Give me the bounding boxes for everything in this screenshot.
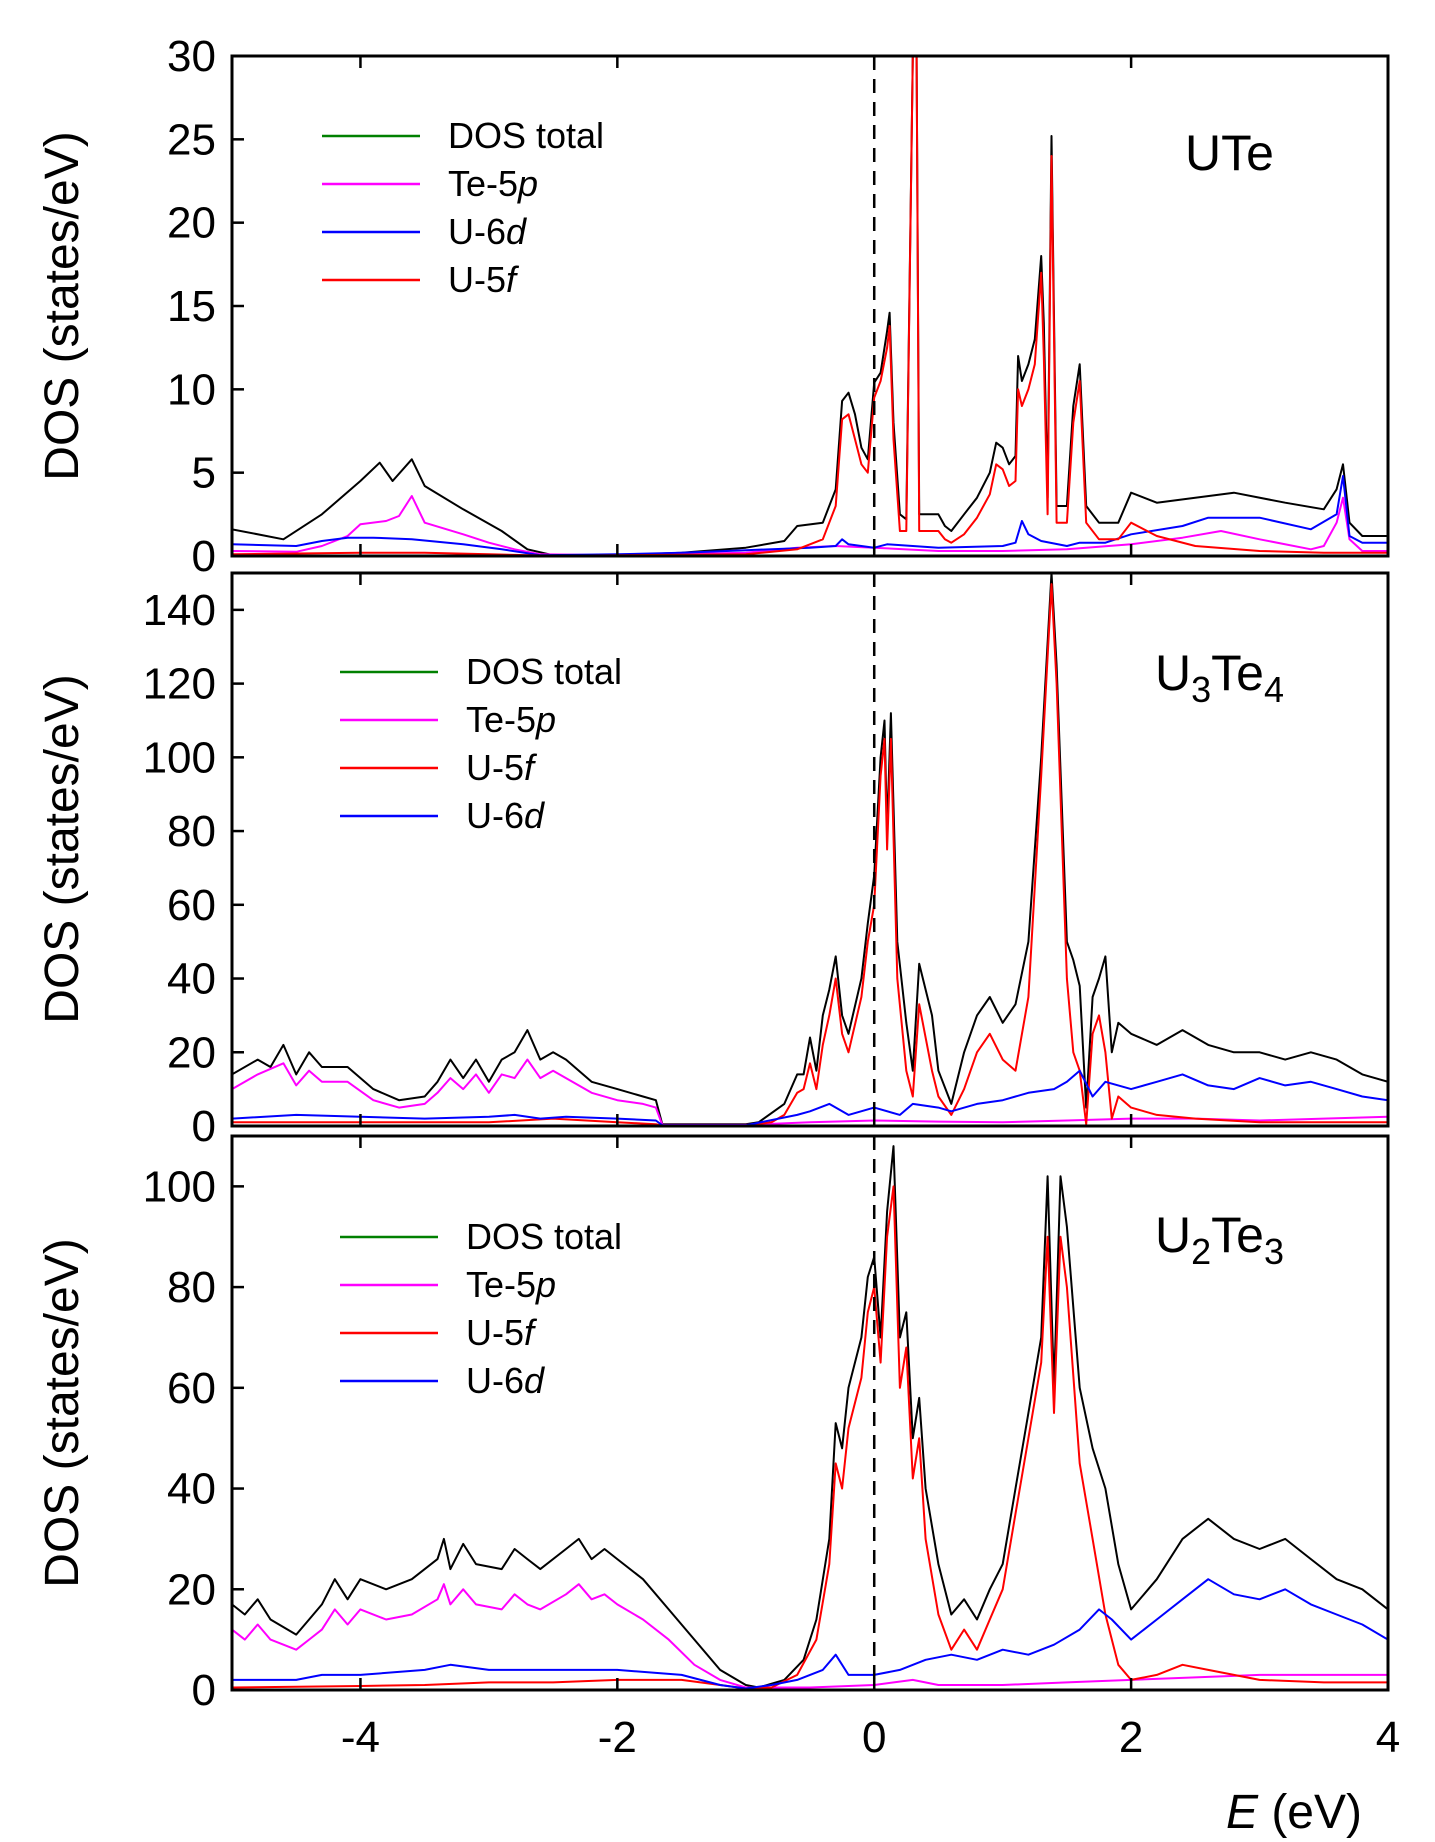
panel-title: U3Te4 — [1155, 645, 1284, 710]
panel-ute: 0 5 10 15 20 25 30 DOS (states/eV) UTe DOS total T… — [36, 32, 1390, 581]
y-axis-label: DOS (states/eV) — [36, 1238, 89, 1587]
legend: DOS total Te-5p U-6d U-5f — [322, 115, 604, 300]
series-u-6d — [232, 1069, 1388, 1126]
y-tick-label: 80 — [167, 807, 216, 856]
legend-label: U-5f — [466, 1312, 538, 1353]
panel-u2te3: 0 20 40 60 80 100 DOS (states/eV) U2Te3 DOS tota… — [36, 1134, 1390, 1715]
series-u-6d — [232, 1578, 1388, 1690]
series-dos-total — [232, 573, 1388, 1126]
panel-title: UTe — [1185, 125, 1274, 181]
plot-area — [232, 573, 1388, 1126]
y-tick-label: 10 — [167, 365, 216, 414]
legend-label: DOS total — [448, 115, 604, 156]
y-tick-label: 0 — [192, 532, 216, 581]
series-dos-total — [232, 1145, 1388, 1689]
y-tick-label: 0 — [192, 1666, 216, 1715]
x-tick-label: -4 — [341, 1713, 380, 1762]
y-tick-label: 120 — [143, 660, 216, 709]
y-tick-label: 40 — [167, 1465, 216, 1514]
y-tick-label: 40 — [167, 955, 216, 1004]
y-tick-label: 20 — [167, 1028, 216, 1077]
series-u-5f — [232, 583, 1388, 1126]
legend-label: DOS total — [466, 651, 622, 692]
x-tick-label: 2 — [1119, 1713, 1143, 1762]
y-tick-label: 20 — [167, 1565, 216, 1614]
panel-u3te4: 0 20 40 60 80 100 120 140 DOS (states/eV) U3Te4 DO… — [36, 571, 1390, 1151]
x-tick-label: -2 — [598, 1713, 637, 1762]
y-tick-label: 140 — [143, 586, 216, 635]
legend-label: U-5f — [448, 259, 520, 300]
y-tick-label: 0 — [192, 1102, 216, 1151]
y-tick-label: 60 — [167, 1364, 216, 1413]
y-tick-label: 15 — [167, 282, 216, 331]
legend-label: U-6d — [448, 211, 527, 252]
y-tick-label: 5 — [192, 449, 216, 498]
x-axis: E (eV) -4 -2 0 2 4 — [341, 1713, 1400, 1839]
y-tick-label: 25 — [167, 115, 216, 164]
legend-label: Te-5p — [448, 163, 538, 204]
legend: DOS total Te-5p U-5f U-6d — [340, 1216, 622, 1401]
y-tick-label: 20 — [167, 199, 216, 248]
panels: 0 5 10 15 20 25 30 DOS (states/eV) UTe DOS total T… — [36, 32, 1390, 1715]
x-axis-label: E (eV) — [1226, 1786, 1362, 1839]
series-u-6d — [232, 475, 1388, 556]
y-tick-label: 60 — [167, 881, 216, 930]
legend-label: U-6d — [466, 795, 545, 836]
series-te-5p — [232, 1058, 1388, 1126]
x-tick-label: 4 — [1376, 1713, 1400, 1762]
legend-label: Te-5p — [466, 699, 556, 740]
legend-label: U-5f — [466, 747, 538, 788]
series-u-5f — [232, 56, 1388, 556]
plot-frame — [230, 1134, 1390, 1692]
y-tick-label: 30 — [167, 32, 216, 81]
legend-label: Te-5p — [466, 1264, 556, 1305]
plot-frame — [230, 571, 1390, 1128]
plot-area — [232, 56, 1388, 556]
legend-label: U-6d — [466, 1360, 545, 1401]
y-axis-label: DOS (states/eV) — [36, 674, 89, 1023]
y-tick-label: 80 — [167, 1263, 216, 1312]
y-tick-label: 100 — [143, 733, 216, 782]
series-te-5p — [232, 495, 1388, 556]
legend-label: DOS total — [466, 1216, 622, 1257]
series-te-5p — [232, 1583, 1388, 1689]
legend: DOS total Te-5p U-5f U-6d — [340, 651, 622, 836]
y-axis-label: DOS (states/eV) — [36, 131, 89, 480]
y-tick-label: 100 — [143, 1162, 216, 1211]
x-tick-label: 0 — [862, 1713, 886, 1762]
panel-title: U2Te3 — [1155, 1207, 1284, 1272]
plot-area — [232, 1145, 1388, 1690]
